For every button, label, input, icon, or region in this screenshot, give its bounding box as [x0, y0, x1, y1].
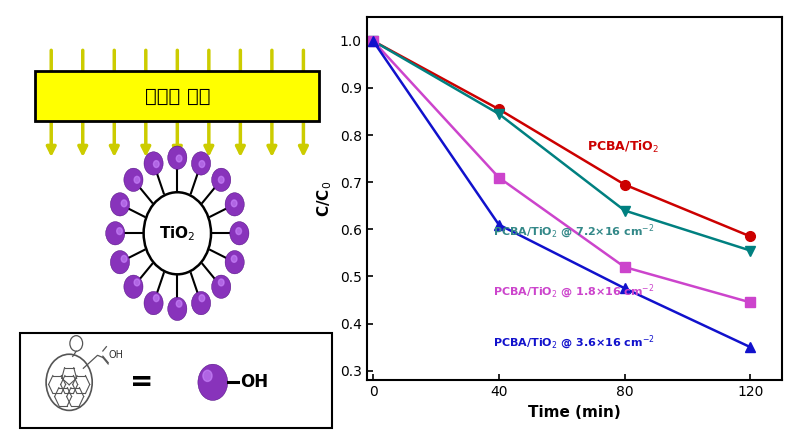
- Text: PCBA/TiO$_2$ @ 1.8×16 cm$^{-2}$: PCBA/TiO$_2$ @ 1.8×16 cm$^{-2}$: [492, 283, 654, 301]
- Text: PCBA/TiO$_2$ @ 3.6×16 cm$^{-2}$: PCBA/TiO$_2$ @ 3.6×16 cm$^{-2}$: [492, 334, 654, 353]
- Circle shape: [199, 295, 205, 302]
- Circle shape: [203, 370, 212, 381]
- Circle shape: [110, 193, 130, 216]
- Text: 전자빔 조사: 전자빔 조사: [144, 87, 210, 105]
- Circle shape: [70, 336, 83, 351]
- FancyBboxPatch shape: [35, 71, 319, 121]
- Circle shape: [153, 161, 159, 168]
- Circle shape: [231, 200, 237, 207]
- Circle shape: [192, 152, 210, 175]
- FancyBboxPatch shape: [19, 333, 331, 428]
- Circle shape: [124, 275, 143, 299]
- Circle shape: [225, 193, 244, 216]
- Circle shape: [198, 364, 227, 400]
- Text: =: =: [130, 368, 154, 396]
- Circle shape: [153, 295, 159, 302]
- Circle shape: [212, 168, 231, 191]
- Circle shape: [110, 251, 130, 274]
- Circle shape: [143, 192, 211, 274]
- Circle shape: [212, 275, 231, 299]
- Circle shape: [168, 297, 187, 321]
- Circle shape: [225, 251, 244, 274]
- Circle shape: [134, 279, 139, 286]
- Circle shape: [168, 146, 187, 169]
- Circle shape: [218, 279, 224, 286]
- Circle shape: [231, 255, 237, 262]
- Circle shape: [117, 228, 123, 235]
- Circle shape: [124, 168, 143, 191]
- Circle shape: [177, 300, 182, 307]
- Circle shape: [144, 152, 163, 175]
- Circle shape: [192, 292, 210, 315]
- Circle shape: [106, 222, 125, 245]
- Circle shape: [230, 222, 249, 245]
- Circle shape: [199, 161, 205, 168]
- X-axis label: Time (min): Time (min): [528, 405, 621, 419]
- Circle shape: [121, 255, 127, 262]
- Circle shape: [46, 354, 92, 410]
- Y-axis label: C/C$_0$: C/C$_0$: [316, 181, 334, 217]
- Text: PCBA/TiO$_2$: PCBA/TiO$_2$: [587, 139, 659, 155]
- Circle shape: [236, 228, 242, 235]
- Text: PCBA/TiO$_2$ @ 7.2×16 cm$^{-2}$: PCBA/TiO$_2$ @ 7.2×16 cm$^{-2}$: [492, 222, 654, 241]
- Circle shape: [134, 176, 139, 183]
- Text: OH: OH: [109, 350, 124, 360]
- Circle shape: [177, 155, 182, 162]
- Text: TiO$_2$: TiO$_2$: [159, 224, 196, 243]
- Circle shape: [144, 292, 163, 315]
- Text: OH: OH: [240, 373, 268, 391]
- Circle shape: [218, 176, 224, 183]
- Circle shape: [121, 200, 127, 207]
